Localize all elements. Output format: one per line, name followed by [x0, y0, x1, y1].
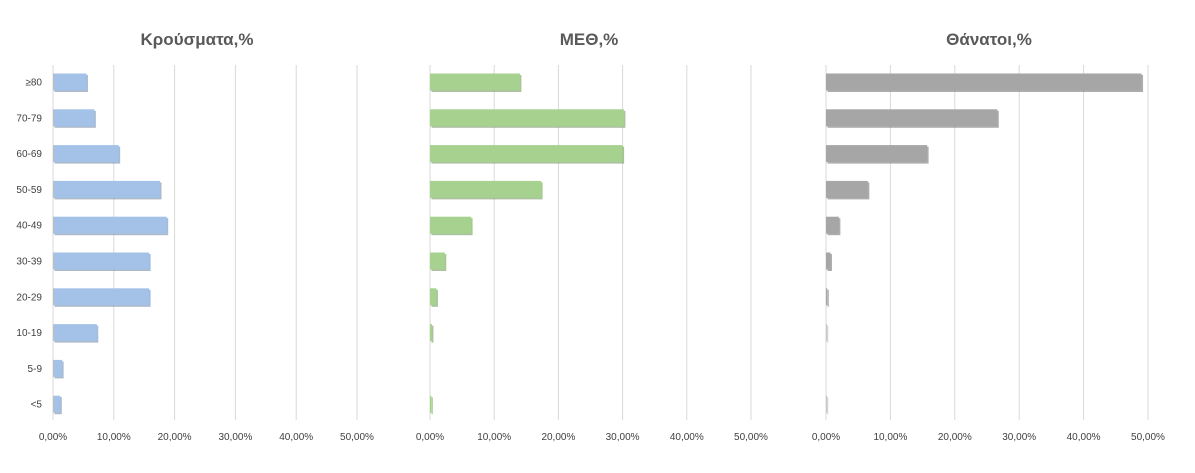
panel-icu: 0,00% 10,00% 20,00% 30,00% 40,00% 50,00% ΜΕΘ,%	[416, 30, 768, 443]
bar	[826, 73, 1142, 91]
bar	[53, 109, 95, 127]
bar	[53, 216, 167, 234]
bar	[430, 216, 472, 234]
y-category-label: 30-39	[16, 257, 42, 268]
bar	[53, 359, 63, 377]
bar-shadow	[827, 397, 829, 415]
bar	[826, 288, 828, 306]
bar-shadow	[431, 325, 434, 343]
x-tick-label: 30,00%	[1002, 432, 1036, 443]
bar	[430, 324, 432, 342]
bar	[430, 73, 520, 91]
y-category-label: 40-49	[16, 221, 42, 232]
bar	[53, 288, 150, 306]
panel-cases: 0,00% 10,00% 20,00% 30,00% 40,00% 50,00% Κρούσ…	[16, 30, 374, 443]
x-tick-label: 10,00%	[97, 432, 131, 443]
panel-deaths: 0,00% 10,00% 20,00% 30,00% 40,00% 50,00% Θάνατ…	[812, 30, 1165, 443]
y-category-label: ≥80	[25, 78, 42, 89]
x-tick-label: 50,00%	[734, 432, 768, 443]
x-tick-label: 50,00%	[340, 432, 374, 443]
bar	[53, 180, 161, 198]
y-category-label: 20-29	[16, 292, 42, 303]
x-tick-label: 10,00%	[873, 432, 907, 443]
bar	[430, 395, 432, 413]
bar	[53, 324, 97, 342]
x-tick-label: 40,00%	[279, 432, 313, 443]
bar	[430, 288, 437, 306]
bar	[430, 252, 445, 270]
bar	[826, 324, 827, 342]
y-category-label: 60-69	[16, 149, 42, 160]
bar	[826, 252, 831, 270]
x-tick-label: 40,00%	[1067, 432, 1101, 443]
bar	[430, 145, 623, 163]
x-tick-label: 10,00%	[477, 432, 511, 443]
chart-title: ΜΕΘ,%	[560, 30, 619, 49]
x-tick-label: 0,00%	[39, 432, 67, 443]
chart-title: Κρούσματα,%	[141, 30, 254, 49]
x-tick-label: 20,00%	[541, 432, 575, 443]
chart-title: Θάνατοι,%	[946, 30, 1032, 49]
y-category-label: 70-79	[16, 113, 42, 124]
bar	[53, 395, 61, 413]
bar	[430, 180, 542, 198]
y-category-label: 10-19	[16, 328, 42, 339]
bar	[826, 395, 827, 413]
bar	[826, 145, 928, 163]
x-tick-label: 40,00%	[670, 432, 704, 443]
bar	[826, 109, 998, 127]
bar-shadow	[827, 289, 829, 307]
bar	[53, 252, 150, 270]
bar	[430, 109, 624, 127]
bar	[826, 180, 868, 198]
y-category-label: 5-9	[28, 364, 43, 375]
y-category-label: 50-59	[16, 185, 42, 196]
x-tick-label: 0,00%	[416, 432, 444, 443]
bar	[53, 145, 119, 163]
bar-shadow	[431, 397, 433, 415]
bar-shadow	[827, 325, 829, 343]
x-tick-label: 20,00%	[158, 432, 192, 443]
bar	[826, 216, 839, 234]
y-category-label: <5	[31, 400, 43, 411]
bar	[53, 73, 87, 91]
x-tick-label: 20,00%	[938, 432, 972, 443]
x-tick-label: 50,00%	[1131, 432, 1165, 443]
x-tick-label: 30,00%	[606, 432, 640, 443]
x-tick-label: 0,00%	[812, 432, 840, 443]
x-tick-label: 30,00%	[218, 432, 252, 443]
